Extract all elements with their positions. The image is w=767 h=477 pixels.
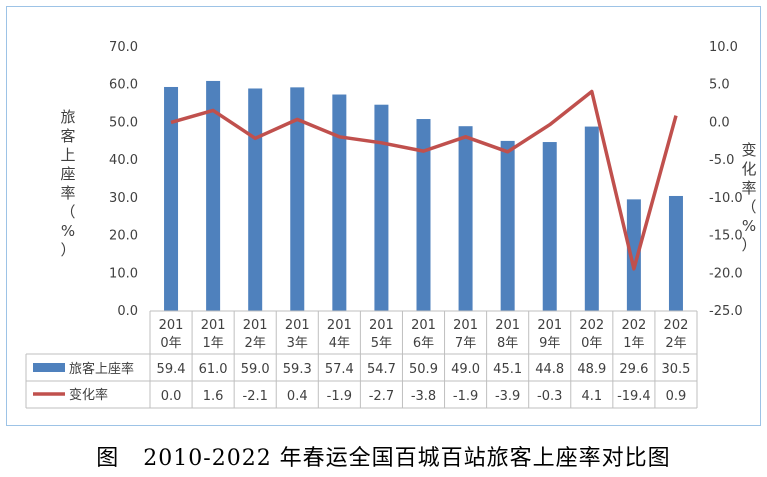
category-label: 4年	[329, 336, 350, 351]
category-label: 202	[579, 318, 604, 333]
table-value-seat-rate: 57.4	[325, 362, 354, 377]
category-label: 202	[664, 318, 689, 333]
table-value-change-rate: -2.7	[369, 389, 394, 404]
table-value-seat-rate: 49.0	[451, 362, 480, 377]
left-tick-label: 20.0	[109, 229, 138, 244]
category-label: 201	[243, 318, 268, 333]
bar	[332, 94, 347, 312]
chart-frame	[6, 6, 761, 426]
bar	[248, 88, 263, 311]
table-value-change-rate: 0.4	[287, 389, 308, 404]
category-label: 201	[285, 318, 310, 333]
table-value-seat-rate: 59.4	[157, 362, 186, 377]
table-value-seat-rate: 61.0	[199, 362, 228, 377]
table-value-change-rate: -19.4	[617, 389, 651, 404]
bar	[164, 86, 179, 311]
table-value-change-rate: -2.1	[243, 389, 268, 404]
left-tick-label: 30.0	[109, 191, 138, 206]
table-value-seat-rate: 59.3	[283, 362, 312, 377]
category-label: 9年	[539, 336, 560, 351]
category-label: 202	[621, 318, 646, 333]
category-label: 0年	[160, 336, 181, 351]
table-value-seat-rate: 44.8	[535, 362, 564, 377]
right-axis-title: 变化率（%）	[741, 141, 756, 254]
category-label: 3年	[287, 336, 308, 351]
table-value-seat-rate: 29.6	[619, 362, 648, 377]
table-value-change-rate: -1.9	[453, 389, 478, 404]
left-axis-title: 旅客上座率（%）	[60, 108, 75, 259]
category-label: 201	[327, 318, 352, 333]
table-value-seat-rate: 48.9	[577, 362, 606, 377]
bar	[626, 199, 641, 311]
table-value-change-rate: -3.9	[495, 389, 520, 404]
legend-label: 变化率	[69, 387, 108, 403]
legend-label: 旅客上座率	[69, 361, 134, 377]
table-value-change-rate: 1.6	[203, 389, 224, 404]
table-value-change-rate: -0.3	[537, 389, 562, 404]
left-tick-label: 40.0	[109, 153, 138, 168]
table-value-seat-rate: 45.1	[493, 362, 522, 377]
right-tick-label: -15.0	[709, 229, 743, 244]
category-label: 201	[159, 318, 184, 333]
bar	[290, 87, 305, 312]
legend-key-bar	[33, 363, 65, 372]
right-tick-label: -20.0	[709, 266, 743, 281]
bar	[416, 119, 431, 311]
bar	[374, 104, 389, 312]
category-label: 201	[411, 318, 436, 333]
left-tick-label: 70.0	[109, 40, 138, 55]
table-value-change-rate: 4.1	[581, 389, 602, 404]
table-value-change-rate: 0.0	[161, 389, 182, 404]
table-value-seat-rate: 50.9	[409, 362, 438, 377]
category-label: 7年	[455, 336, 476, 351]
category-label: 2年	[665, 336, 686, 351]
category-label: 201	[495, 318, 520, 333]
bar	[458, 126, 473, 311]
bar	[584, 126, 599, 311]
category-label: 1年	[202, 336, 223, 351]
category-label: 2年	[245, 336, 266, 351]
bar	[206, 80, 221, 311]
right-tick-label: -25.0	[709, 304, 743, 319]
category-label: 5年	[371, 336, 392, 351]
change-rate-line	[170, 89, 678, 271]
category-label: 201	[537, 318, 562, 333]
category-label: 201	[369, 318, 394, 333]
bar	[500, 140, 515, 311]
category-label: 0年	[581, 336, 602, 351]
table-value-seat-rate: 54.7	[367, 362, 396, 377]
right-tick-label: 0.0	[709, 115, 730, 130]
category-label: 201	[453, 318, 478, 333]
left-tick-label: 0.0	[117, 304, 138, 319]
category-label: 8年	[497, 336, 518, 351]
table-value-seat-rate: 30.5	[661, 362, 690, 377]
table-value-change-rate: -3.8	[411, 389, 436, 404]
bar	[542, 142, 557, 311]
left-tick-label: 60.0	[109, 78, 138, 93]
right-tick-label: -5.0	[709, 153, 734, 168]
table-value-change-rate: 0.9	[666, 389, 687, 404]
bar	[668, 195, 683, 311]
category-label: 6年	[413, 336, 434, 351]
table-value-seat-rate: 59.0	[241, 362, 270, 377]
left-tick-label: 10.0	[109, 266, 138, 281]
right-tick-label: 10.0	[709, 40, 738, 55]
figure-caption: 图 2010-2022 年春运全国百城百站旅客上座率对比图	[96, 446, 671, 471]
category-label: 201	[201, 318, 226, 333]
right-tick-label: -10.0	[709, 191, 743, 206]
right-tick-label: 5.0	[709, 78, 730, 93]
left-tick-label: 50.0	[109, 115, 138, 130]
category-label: 1年	[623, 336, 644, 351]
table-value-change-rate: -1.9	[327, 389, 352, 404]
